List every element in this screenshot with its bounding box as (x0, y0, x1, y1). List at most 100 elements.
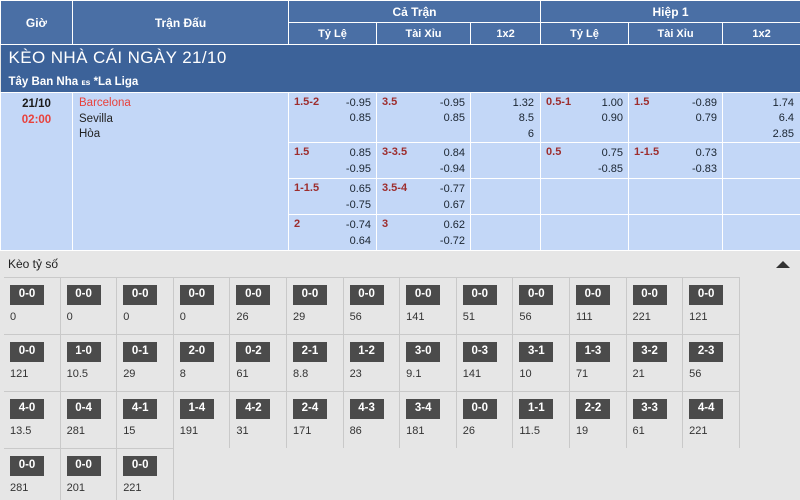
price-over[interactable]: -0.77 (439, 183, 465, 196)
score-option[interactable]: 0-2 61 (230, 334, 287, 392)
score-badge[interactable]: 3-2 (632, 342, 667, 362)
price-under[interactable]: 0.85 (443, 112, 465, 125)
odds-half-overunder[interactable]: 1.5 -0.89 0.79 (628, 91, 724, 144)
score-badge[interactable]: 3-0 (406, 342, 441, 362)
score-option[interactable]: 0-3 141 (456, 334, 514, 392)
score-option[interactable]: 0-0 281 (4, 448, 61, 500)
score-badge[interactable]: 3-4 (406, 399, 441, 419)
score-badge[interactable]: 0-0 (462, 285, 497, 305)
score-option[interactable]: 0-0 121 (683, 277, 740, 335)
price-away[interactable]: -0.75 (345, 198, 371, 211)
chevron-up-icon[interactable] (776, 260, 790, 268)
odds-full-1x2[interactable]: 1.32 8.5 6 (469, 91, 542, 144)
score-badge[interactable]: 0-4 (66, 399, 101, 419)
price-away[interactable]: 0.90 (601, 112, 624, 125)
score-option[interactable]: 2-4 171 (286, 391, 344, 449)
price-home[interactable]: -0.74 (345, 219, 371, 232)
price-away[interactable]: -0.85 (597, 162, 624, 175)
odds-half-handicap[interactable]: 0.5-1 1.00 0.90 (540, 91, 630, 144)
price-under[interactable]: -0.72 (439, 234, 465, 247)
score-option[interactable]: 4-4 221 (683, 391, 740, 449)
score-badge[interactable]: 4-2 (236, 399, 271, 419)
score-badge[interactable]: 0-0 (632, 285, 667, 305)
score-badge[interactable]: 1-1 (519, 399, 554, 419)
price-away[interactable]: 0.85 (349, 112, 371, 125)
table-row[interactable]: 2 -0.74 0.64 3 0.62 -0.72 (1, 214, 800, 252)
price-home[interactable]: 0.75 (601, 147, 624, 160)
price-home[interactable]: 0.85 (349, 147, 371, 160)
score-option[interactable]: 4-3 86 (343, 391, 401, 449)
score-option[interactable]: 2-0 8 (173, 334, 231, 392)
score-option[interactable]: 4-0 13.5 (4, 391, 61, 449)
score-badge[interactable]: 0-0 (406, 285, 441, 305)
score-option[interactable]: 0-0 0 (117, 277, 174, 335)
price-under[interactable]: 0.67 (443, 198, 465, 211)
score-badge[interactable]: 0-2 (236, 342, 271, 362)
price-over[interactable]: 0.62 (443, 219, 465, 232)
price-home[interactable]: 1.00 (601, 97, 624, 109)
price-over[interactable]: -0.95 (439, 97, 465, 109)
score-option[interactable]: 3-4 181 (400, 391, 457, 449)
price-x[interactable]: 8.5 (518, 112, 535, 125)
score-badge[interactable]: 0-0 (123, 456, 158, 476)
score-badge[interactable]: 3-1 (519, 342, 554, 362)
score-badge[interactable]: 0-0 (292, 285, 327, 305)
odds-full-handicap[interactable]: 1.5 0.85 -0.95 (288, 142, 377, 180)
score-badge[interactable]: 4-0 (10, 399, 44, 419)
score-option[interactable]: 0-0 26 (456, 391, 514, 449)
score-option[interactable]: 0-0 56 (513, 277, 570, 335)
odds-half-overunder[interactable]: 1-1.5 0.73 -0.83 (628, 142, 724, 180)
price-under[interactable]: -0.83 (691, 162, 718, 175)
score-badge[interactable]: 4-3 (349, 399, 384, 419)
score-badge[interactable]: 4-1 (123, 399, 158, 419)
odds-full-overunder[interactable]: 3.5-4 -0.77 0.67 (376, 178, 471, 216)
table-row[interactable]: 1.5 0.85 -0.95 3-3.5 0.84 -0.94 (1, 142, 800, 180)
score-badge[interactable]: 2-1 (292, 342, 327, 362)
price-2[interactable]: 2.85 (772, 127, 795, 140)
score-option[interactable]: 1-4 191 (173, 391, 231, 449)
score-badge[interactable]: 2-4 (292, 399, 327, 419)
odds-full-overunder[interactable]: 3.5 -0.95 0.85 (376, 91, 471, 144)
score-badge[interactable]: 1-3 (575, 342, 610, 362)
score-badge[interactable]: 2-2 (575, 399, 610, 419)
price-under[interactable]: 0.79 (695, 112, 718, 125)
score-option[interactable]: 3-2 21 (626, 334, 684, 392)
score-badge[interactable]: 0-0 (179, 285, 214, 305)
score-option[interactable]: 0-0 121 (4, 334, 61, 392)
score-option[interactable]: 4-2 31 (230, 391, 287, 449)
score-badge[interactable]: 0-0 (462, 399, 497, 419)
score-option[interactable]: 0-0 221 (626, 277, 684, 335)
score-option[interactable]: 1-3 71 (569, 334, 627, 392)
home-team[interactable]: Barcelona (79, 97, 131, 109)
score-badge[interactable]: 4-4 (689, 399, 724, 419)
score-badge[interactable]: 0-0 (10, 342, 44, 362)
odds-half-handicap[interactable]: 0.5 0.75 -0.85 (540, 142, 630, 180)
price-away[interactable]: 0.64 (349, 234, 371, 247)
table-row[interactable]: 21/10 02:00 Barcelona Sevilla Hòa 1.5-2 … (0, 91, 800, 252)
score-option[interactable]: 0-0 0 (4, 277, 61, 335)
score-option[interactable]: 0-0 51 (456, 277, 514, 335)
price-home[interactable]: 0.65 (349, 183, 371, 196)
price-over[interactable]: 0.84 (443, 147, 465, 160)
score-option[interactable]: 1-1 11.5 (513, 391, 570, 449)
score-option[interactable]: 1-2 23 (343, 334, 401, 392)
score-option[interactable]: 3-1 10 (513, 334, 570, 392)
score-option[interactable]: 2-2 19 (569, 391, 627, 449)
score-option[interactable]: 0-0 141 (400, 277, 457, 335)
price-under[interactable]: -0.94 (439, 162, 465, 175)
score-option[interactable]: 0-1 29 (117, 334, 174, 392)
score-badge[interactable]: 0-3 (462, 342, 497, 362)
score-option[interactable]: 0-0 29 (286, 277, 344, 335)
score-option[interactable]: 0-0 0 (60, 277, 118, 335)
score-badge[interactable]: 0-0 (10, 456, 44, 476)
score-option[interactable]: 0-0 201 (60, 448, 118, 500)
correct-score-header[interactable]: Kèo tỷ số (0, 251, 800, 277)
score-option[interactable]: 0-0 26 (230, 277, 287, 335)
score-badge[interactable]: 0-0 (519, 285, 554, 305)
odds-full-handicap[interactable]: 2 -0.74 0.64 (288, 214, 377, 252)
away-team[interactable]: Sevilla (79, 112, 113, 125)
score-badge[interactable]: 0-0 (123, 285, 158, 305)
odds-half-1x2[interactable]: 1.74 6.4 2.85 (722, 91, 800, 144)
score-badge[interactable]: 0-0 (66, 285, 101, 305)
score-option[interactable]: 2-3 56 (683, 334, 740, 392)
